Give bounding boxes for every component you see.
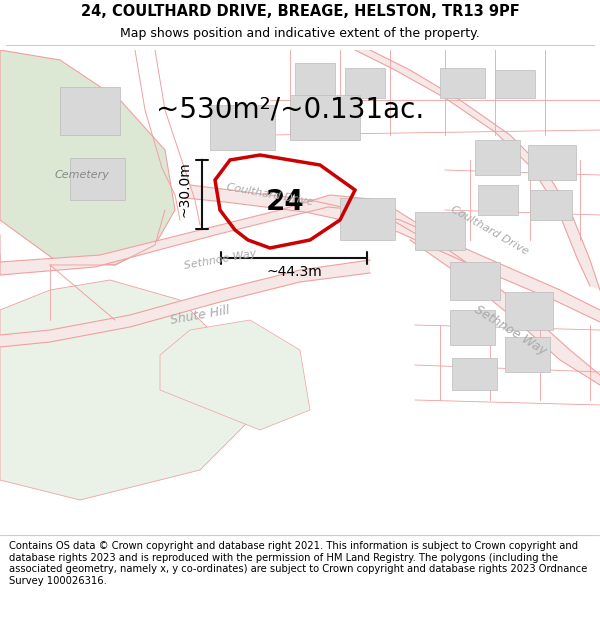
Bar bbox=[210, 105, 275, 150]
Bar bbox=[290, 95, 360, 140]
Text: Coulthard Drive: Coulthard Drive bbox=[226, 182, 314, 208]
Bar bbox=[415, 212, 465, 250]
Text: Coulthard Drive: Coulthard Drive bbox=[449, 204, 530, 256]
Text: 24: 24 bbox=[266, 188, 304, 216]
Bar bbox=[70, 158, 125, 200]
Text: Contains OS data © Crown copyright and database right 2021. This information is : Contains OS data © Crown copyright and d… bbox=[9, 541, 587, 586]
Bar bbox=[505, 337, 550, 372]
Polygon shape bbox=[185, 185, 600, 322]
Text: Shute Hill: Shute Hill bbox=[169, 303, 231, 327]
Bar bbox=[478, 185, 518, 215]
Bar bbox=[528, 145, 576, 180]
Bar bbox=[60, 87, 120, 135]
Polygon shape bbox=[160, 320, 310, 430]
Text: ~30.0m: ~30.0m bbox=[177, 162, 191, 217]
Polygon shape bbox=[0, 260, 370, 347]
Bar bbox=[475, 140, 520, 175]
Bar bbox=[452, 358, 497, 390]
Bar bbox=[505, 292, 553, 330]
Bar bbox=[295, 63, 335, 98]
Bar bbox=[340, 198, 395, 240]
Text: Map shows position and indicative extent of the property.: Map shows position and indicative extent… bbox=[120, 28, 480, 40]
Bar bbox=[450, 262, 500, 300]
Polygon shape bbox=[410, 230, 600, 385]
Text: ~530m²/~0.131ac.: ~530m²/~0.131ac. bbox=[156, 96, 424, 124]
Text: 24, COULTHARD DRIVE, BREAGE, HELSTON, TR13 9PF: 24, COULTHARD DRIVE, BREAGE, HELSTON, TR… bbox=[80, 4, 520, 19]
Bar bbox=[530, 190, 572, 220]
Polygon shape bbox=[0, 50, 175, 265]
Text: Sethnoe Way: Sethnoe Way bbox=[183, 249, 257, 271]
Polygon shape bbox=[0, 280, 250, 500]
Bar bbox=[345, 68, 385, 98]
Bar bbox=[440, 68, 485, 98]
Bar bbox=[495, 70, 535, 98]
Text: Sethnoe Way: Sethnoe Way bbox=[472, 302, 548, 358]
Text: ~44.3m: ~44.3m bbox=[266, 265, 322, 279]
Text: Cemetery: Cemetery bbox=[55, 170, 110, 180]
Bar bbox=[450, 310, 495, 345]
Polygon shape bbox=[355, 50, 600, 290]
Polygon shape bbox=[0, 195, 420, 275]
